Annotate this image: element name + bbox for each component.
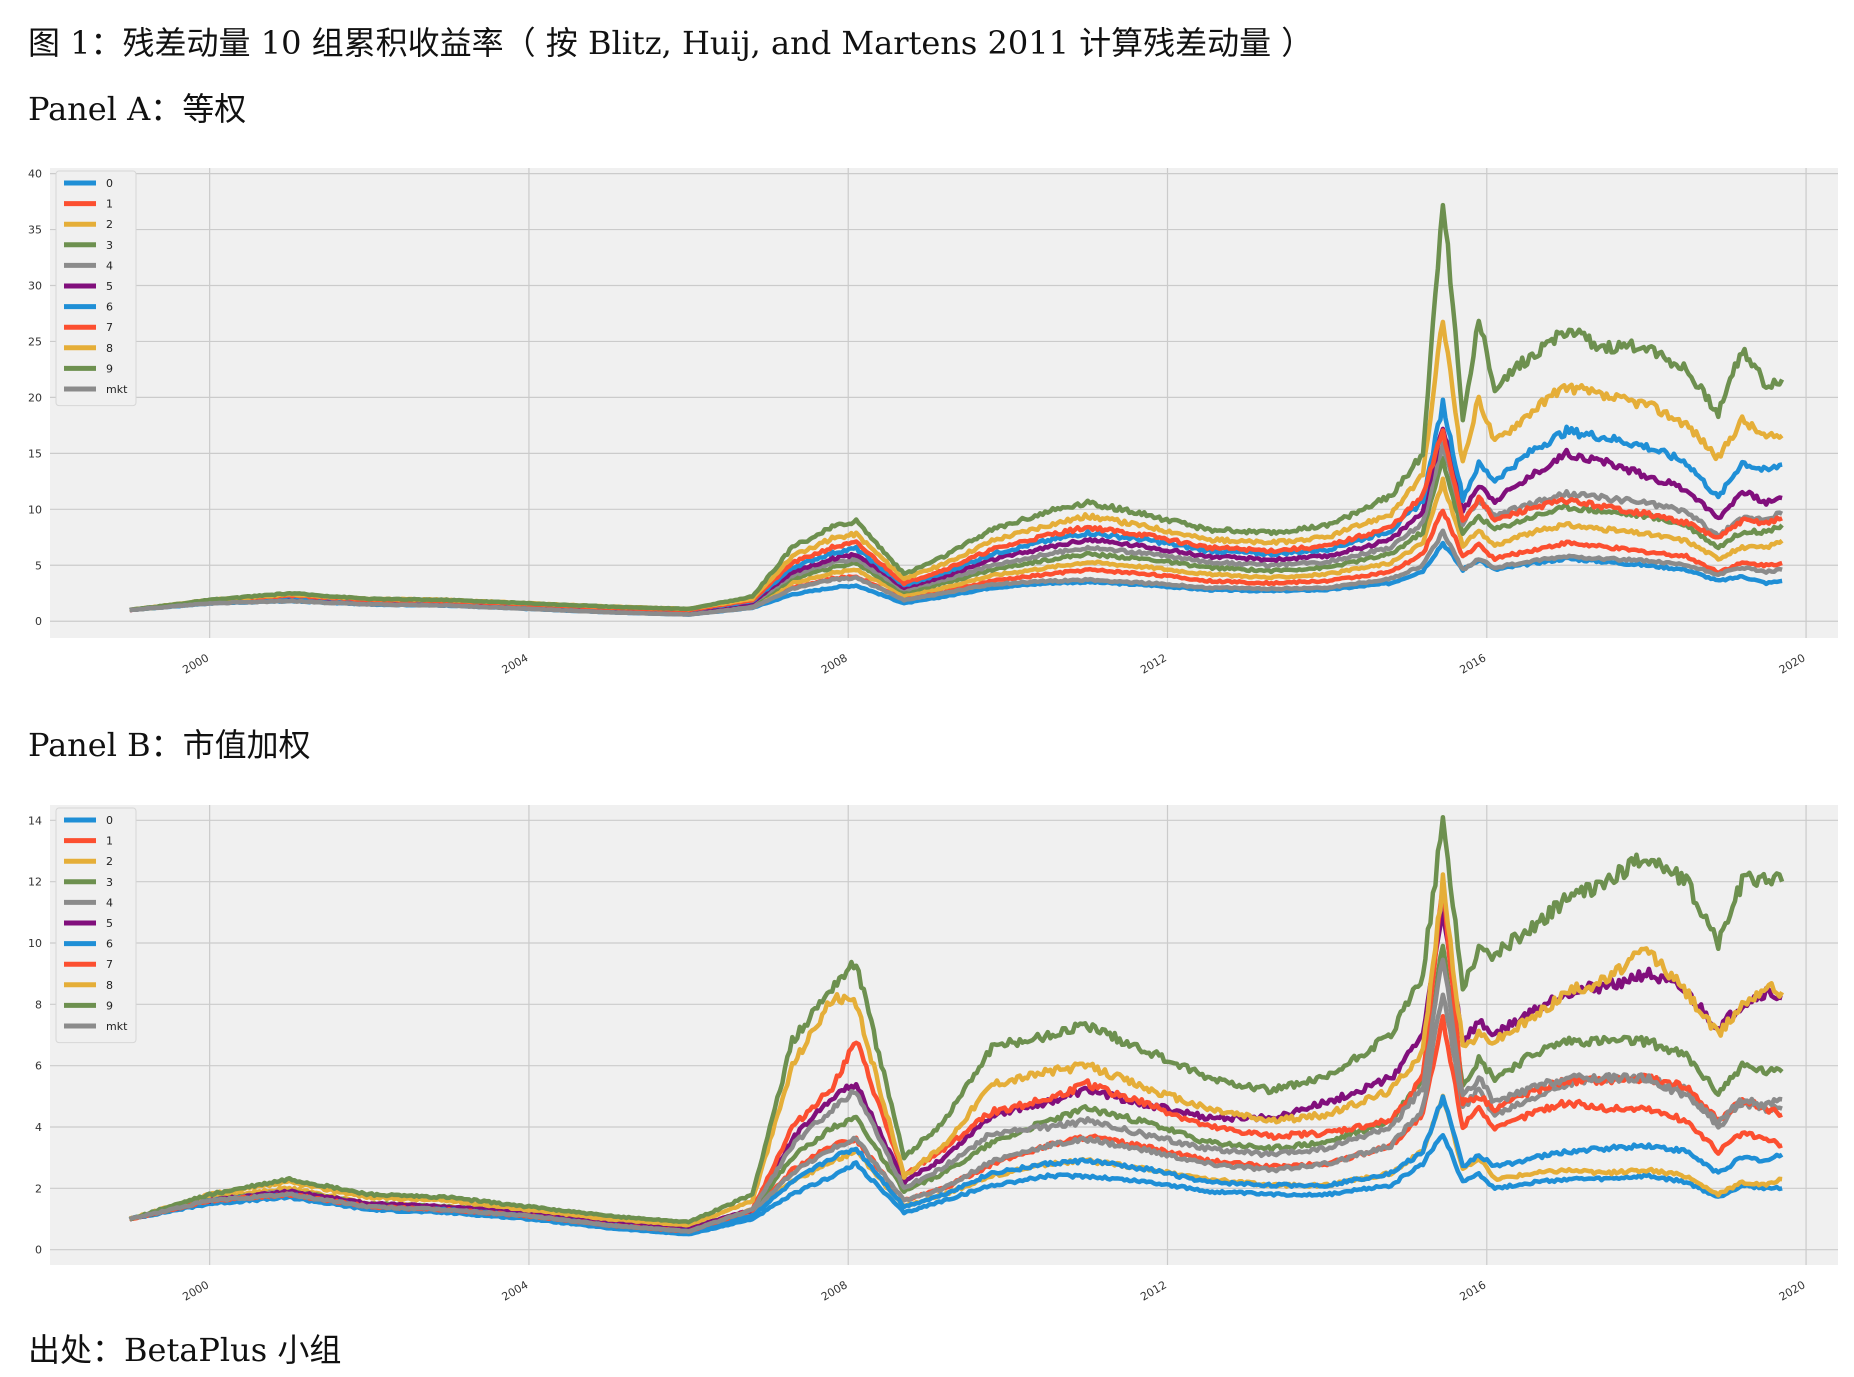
y-tick-label: 0	[35, 1244, 42, 1257]
series-line-8	[129, 872, 1785, 1228]
y-tick-label: 14	[28, 814, 42, 827]
y-tick-label: 12	[28, 876, 42, 889]
legend-label-6: 6	[106, 938, 113, 951]
series-line-0	[128, 1132, 1783, 1237]
series-line-9	[129, 814, 1785, 1225]
x-tick-label: 2012	[1138, 651, 1169, 676]
legend: 0 1 2 3 4 5 6 7 8 9 mkt	[55, 170, 137, 407]
figure-title: 图 1：残差动量 10 组累积收益率（ 按 Blitz, Huij, and M…	[28, 24, 1314, 62]
x-tick-label: 2008	[819, 651, 850, 676]
series-line-mkt	[129, 528, 1783, 617]
y-tick-label: 6	[35, 1060, 42, 1073]
x-tick-label: 2008	[819, 1278, 850, 1303]
legend-label-9: 9	[106, 362, 113, 375]
legend-label-3: 3	[106, 239, 113, 252]
x-tick-label: 2020	[1777, 1278, 1808, 1303]
legend-label-8: 8	[106, 979, 113, 992]
y-tick-label: 5	[35, 559, 42, 572]
legend-label-4: 4	[106, 896, 113, 909]
legend-label-5: 5	[106, 917, 113, 930]
legend-label-1: 1	[106, 198, 113, 211]
y-tick-label: 8	[35, 998, 42, 1011]
legend-label-9: 9	[106, 999, 113, 1012]
series-line-5	[129, 906, 1783, 1231]
legend-label-0: 0	[106, 177, 113, 190]
y-tick-label: 20	[28, 391, 42, 404]
legend-label-8: 8	[106, 342, 113, 355]
y-tick-label: 25	[28, 335, 42, 348]
legend-label-1: 1	[106, 835, 113, 848]
x-tick-label: 2000	[180, 1278, 211, 1303]
y-tick-label: 30	[28, 280, 42, 293]
legend-label-2: 2	[106, 855, 113, 868]
y-tick-label: 2	[35, 1182, 42, 1195]
legend: 0 1 2 3 4 5 6 7 8 9 mkt	[55, 807, 137, 1044]
y-tick-label: 35	[28, 224, 42, 237]
y-tick-label: 10	[28, 503, 42, 516]
legend-label-4: 4	[106, 259, 113, 272]
x-tick-label: 2004	[500, 1278, 531, 1303]
figure-source: 出处：BetaPlus 小组	[28, 1331, 342, 1369]
y-tick-label: 40	[28, 168, 42, 181]
panel-a-title: Panel A：等权	[28, 90, 247, 128]
y-tick-label: 15	[28, 447, 42, 460]
series-line-9	[129, 202, 1785, 613]
legend-label-7: 7	[106, 958, 113, 971]
legend-label-5: 5	[106, 280, 113, 293]
x-tick-label: 2020	[1777, 651, 1808, 676]
legend-label-2: 2	[106, 218, 113, 231]
x-tick-label: 2016	[1458, 651, 1489, 676]
y-tick-label: 4	[35, 1121, 42, 1134]
legend-label-3: 3	[106, 876, 113, 889]
legend-label-6: 6	[106, 301, 113, 314]
series-line-mkt	[128, 957, 1783, 1234]
x-tick-label: 2012	[1138, 1278, 1169, 1303]
panel-b-title: Panel B：市值加权	[28, 726, 311, 764]
legend-label-7: 7	[106, 321, 113, 334]
legend-label-0: 0	[106, 814, 113, 827]
legend-label-mkt: mkt	[106, 383, 128, 396]
y-tick-label: 10	[28, 937, 42, 950]
x-tick-label: 2016	[1458, 1278, 1489, 1303]
legend-label-mkt: mkt	[106, 1020, 128, 1033]
x-tick-label: 2000	[180, 651, 211, 676]
x-tick-label: 2004	[500, 651, 531, 676]
y-tick-label: 0	[35, 615, 42, 628]
